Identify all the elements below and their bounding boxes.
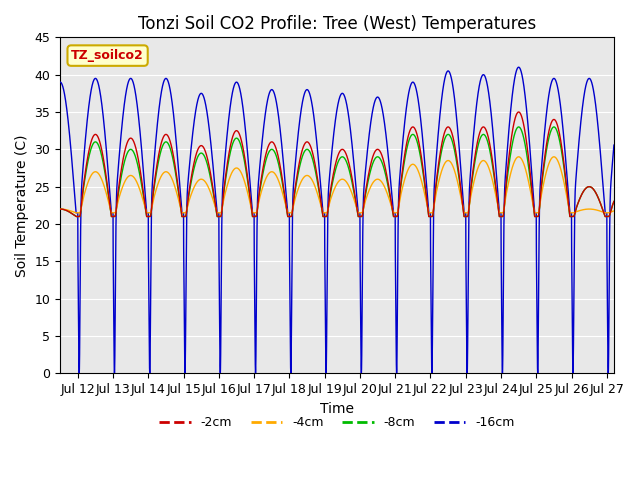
X-axis label: Time: Time: [320, 402, 354, 416]
Legend: -2cm, -4cm, -8cm, -16cm: -2cm, -4cm, -8cm, -16cm: [154, 411, 520, 434]
Text: TZ_soilco2: TZ_soilco2: [71, 49, 144, 62]
Y-axis label: Soil Temperature (C): Soil Temperature (C): [15, 134, 29, 276]
Title: Tonzi Soil CO2 Profile: Tree (West) Temperatures: Tonzi Soil CO2 Profile: Tree (West) Temp…: [138, 15, 536, 33]
